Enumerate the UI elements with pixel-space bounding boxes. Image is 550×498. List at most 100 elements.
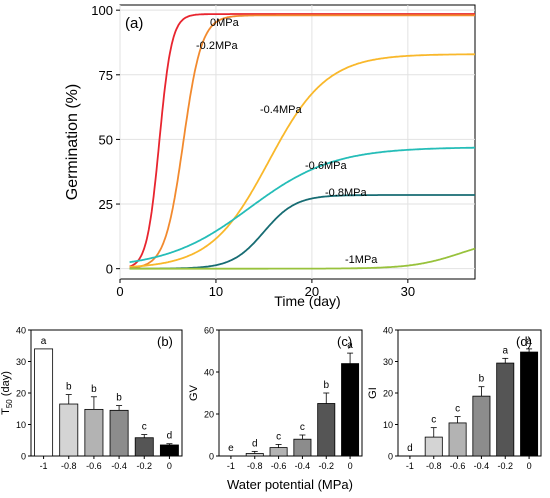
significance-letter: a [502,345,508,356]
x-tick-label: -1 [227,461,235,471]
series-line [129,14,475,269]
x-tick-label: -1 [406,461,414,471]
y-axis-label: GI [367,387,379,399]
significance-letter: a [526,336,532,347]
bars: 0 10 20 30 40 a -1 b -0.8 b -0.6 b -0.4 c -0.2 d 0 [16,326,183,471]
y-tick-label: 0 [106,262,113,277]
x-tick-label: -0.2 [497,461,513,471]
y-tick-label: 30 [383,357,393,367]
significance-letter: d [252,438,258,449]
panel-label-d: (d) [516,334,532,349]
x-tick-label: 0 [348,461,353,471]
x-tick-label: 0 [527,461,532,471]
significance-letter: c [142,422,147,433]
y-tick-label: 60 [204,326,214,336]
y-tick-label: 20 [383,389,393,399]
x-tick-label: -0.2 [318,461,334,471]
y-tick-label: 20 [204,410,214,420]
significance-letter: d [167,431,173,442]
y-axis-label: Germination (%) [64,84,81,200]
significance-letter: a [347,340,353,351]
bar [472,395,491,457]
y-tick-label: 10 [383,420,393,430]
x-tick-label: -0.4 [111,461,127,471]
x-tick-label: -0.8 [426,461,442,471]
significance-letter: b [479,374,485,385]
bar [159,444,179,457]
y-tick-label: 0 [209,452,214,462]
bar [341,363,360,457]
x-axis-label: Time (day) [274,293,340,309]
bar [317,403,336,457]
bar [269,447,288,457]
axis-ticks: 0 10 20 30 0 25 50 75 100 [91,3,415,299]
bar [245,453,264,457]
y-axis-label: GV [188,384,200,401]
significance-letter: c [300,422,305,433]
x-tick-label: -0.6 [86,461,102,471]
significance-letter: e [228,443,234,454]
panel-label-b: (b) [157,334,173,349]
x-tick-label: -0.2 [136,461,152,471]
significance-letter: c [455,404,460,415]
plot-area [119,4,476,280]
x-tick-label: 20 [305,284,319,299]
bar [424,436,443,457]
series-lines [129,13,476,270]
x-tick-label: -0.4 [295,461,311,471]
x-tick-label: 10 [209,284,223,299]
significance-letter: c [276,431,281,442]
gi-bar-chart: 0 10 20 30 40 d -1 c -0.8 c -0.6 b -0.4 a -0.2 a 0 (d) G… [367,326,542,471]
significance-letter: b [66,382,72,393]
curve-labels: 0MPa -0.2MPa -0.4MPa -0.6MPa -0.8MPa -1MPa [196,17,378,266]
bars: 0 20 40 60 e -1 d -0.8 c -0.6 c -0.4 b -0.2 a 0 [204,326,363,471]
bar [520,351,539,457]
curve-label: -1MPa [345,254,378,266]
significance-letter: b [91,384,97,395]
y-tick-label: 100 [91,3,113,18]
shared-x-axis-label: Water potential (MPa) [227,477,353,492]
bar [59,403,79,457]
x-tick-label: -1 [40,461,48,471]
x-tick-label: 30 [401,284,415,299]
significance-letter: a [41,336,47,347]
y-tick-label: 40 [16,326,26,336]
gv-bar-chart: 0 20 40 60 e -1 d -0.8 c -0.6 c -0.4 b -0.2 a 0 (c) GV [188,326,363,471]
x-tick-label: 0 [116,284,123,299]
series-line [129,247,476,270]
panel-label-a: (a) [125,15,143,32]
significance-letter: c [431,415,436,426]
plot-frame [218,329,363,457]
y-tick-label: 20 [16,389,26,399]
curve-label: -0.6MPa [305,160,347,172]
series-line [129,53,475,268]
x-tick-label: -0.6 [450,461,466,471]
bar [109,409,129,457]
t50-bar-chart: 0 10 20 30 40 a -1 b -0.8 b -0.6 b -0.4 c -0.2 d 0 (b) T… [0,326,183,471]
y-tick-label: 25 [99,197,113,212]
y-tick-label: 50 [99,132,113,147]
series-line [129,146,475,264]
x-tick-label: -0.6 [271,461,287,471]
x-tick-label: 0 [167,461,172,471]
y-tick-label: 40 [204,368,214,378]
bar [496,362,515,457]
significance-letter: d [407,443,413,454]
y-tick-label: 10 [16,420,26,430]
significance-letter: b [323,380,329,391]
bar [84,408,104,457]
x-tick-label: -0.8 [61,461,77,471]
curve-label: -0.2MPa [196,40,238,52]
germination-line-chart: 0 10 20 30 0 25 50 75 100 0MPa -0.2MPa -0.4MPa -0.6… [64,3,476,309]
y-tick-label: 30 [16,357,26,367]
y-tick-label: 0 [21,452,26,462]
y-tick-label: 40 [383,326,393,336]
bar [448,422,467,457]
y-axis-label: T50 (day) [0,371,14,415]
significance-letter: b [116,393,122,404]
curve-label: -0.8MPa [325,187,367,199]
series-line [129,13,475,268]
bar [293,438,312,457]
bar [134,437,154,457]
